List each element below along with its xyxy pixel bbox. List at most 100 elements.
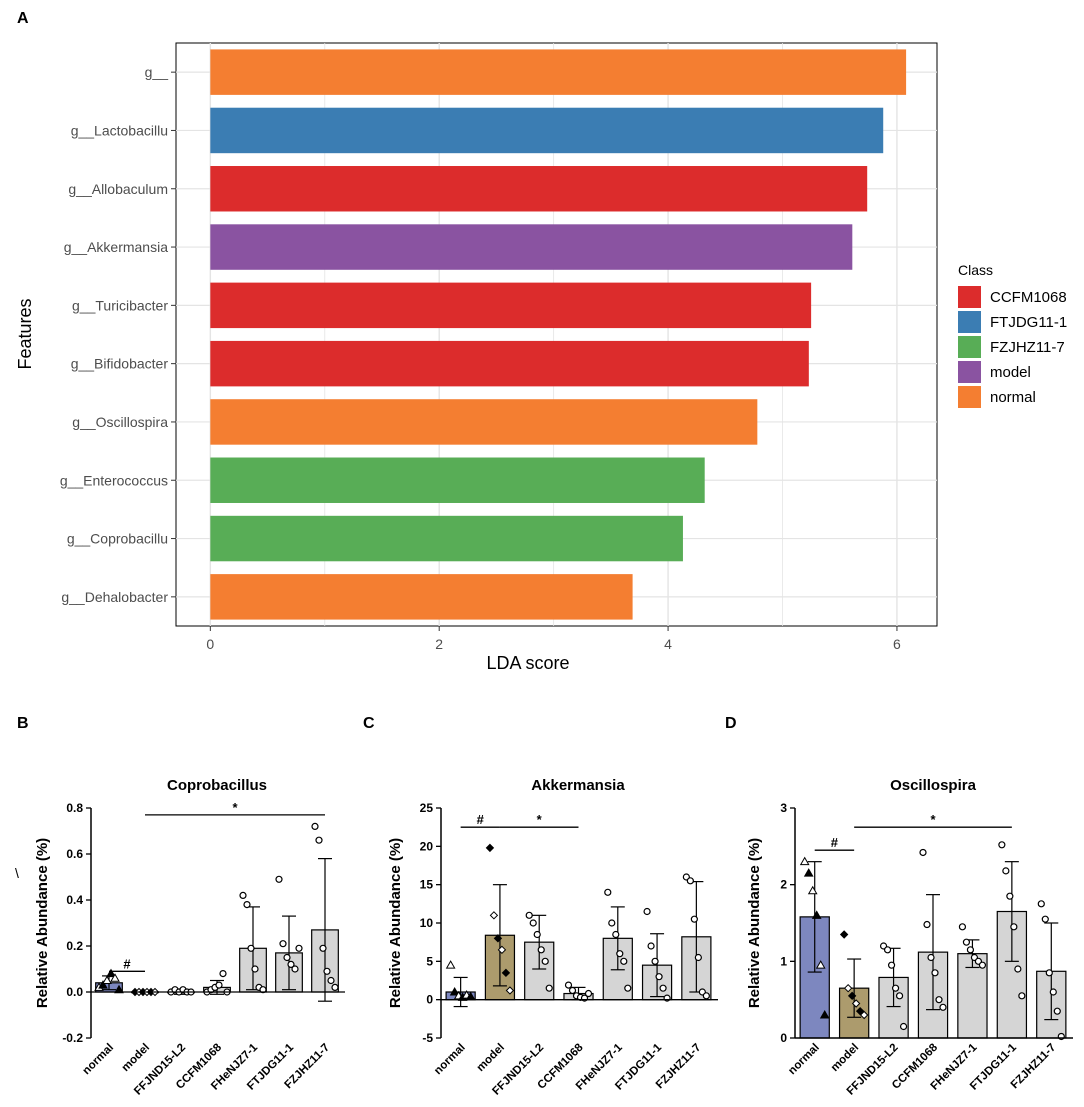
lda-bar-g-akkermansia [210, 224, 853, 270]
lda-x-tick-labels: 0 2 4 6 [206, 626, 901, 652]
panel-label-c: C [363, 715, 375, 732]
data-point-fhenjz7-1 [978, 961, 987, 969]
lda-y-tick-label: g__Akkermansia [64, 239, 168, 255]
lda-y-axis-title: Features [15, 298, 35, 369]
y-tick-label: -5 [422, 1031, 433, 1045]
data-point-fzjhz11-7 [1053, 1007, 1061, 1015]
legend-label-fzjhz11-7: FZJHZ11-7 [990, 339, 1065, 356]
data-point-fzjhz11-7 [1045, 969, 1053, 977]
y-tick-label: 0.6 [66, 847, 83, 861]
data-point-ftjdg11-1 [1002, 867, 1010, 875]
lda-x-tick-label: 4 [664, 636, 672, 652]
data-point-fzjhz11-7 [331, 983, 339, 992]
data-point-ccfm1068 [939, 1003, 947, 1011]
lda-y-tick-label: g__Turicibacter [72, 297, 168, 313]
data-point-ftjdg11-1 [1018, 992, 1026, 1000]
data-point-ftjdg11-1 [275, 875, 283, 883]
panel-label-d: D [725, 715, 737, 732]
data-point-fzjhz11-7 [319, 944, 327, 952]
data-point-normal [110, 973, 120, 982]
data-point-normal [102, 975, 112, 984]
data-point-fhenjz7-1 [624, 984, 632, 992]
y-axis-title: Relative Abundance (%) [746, 838, 763, 1008]
data-point-fzjhz11-7 [694, 953, 702, 962]
data-point-fzjhz11-7 [311, 822, 319, 831]
lda-bar-g-allobaculum [210, 166, 868, 212]
chart-title: Oscillospira [890, 777, 977, 794]
y-tick-label: 0 [780, 1031, 787, 1045]
significance-label: # [831, 835, 839, 850]
lda-x-axis-title: LDA score [486, 653, 569, 673]
lda-bar-g-oscillospira [210, 399, 758, 445]
data-point-ftjdg11-1 [643, 907, 651, 916]
lda-chart: g__ g__Lactobacillu g__Allobaculum g__Akker… [15, 42, 1067, 673]
data-point-ftjdg11-1 [295, 944, 303, 952]
significance-label: # [123, 956, 131, 971]
data-point-fhenjz7-1 [259, 986, 267, 994]
data-point-ftjdg11-1 [998, 841, 1006, 849]
data-point-fzjhz11-7 [1041, 915, 1049, 923]
lda-y-tick-label: g__Oscillospira [72, 414, 168, 430]
data-point-ffjnd15-l2 [541, 957, 549, 965]
data-point-fhenjz7-1 [239, 891, 247, 900]
data-point-normal [445, 960, 456, 969]
data-point-normal [819, 1009, 830, 1019]
lda-bar-g-coprobacillu [210, 515, 683, 562]
data-point-normal [811, 910, 822, 919]
significance-label: * [232, 800, 238, 815]
data-point-model [847, 991, 857, 1001]
data-point-ffjnd15-l2 [537, 946, 545, 954]
significance-label: # [477, 812, 485, 827]
lda-bar-g-bifidobacter [210, 340, 809, 387]
data-point-fzjhz11-7 [1037, 900, 1045, 908]
data-point-ccfm1068 [219, 969, 227, 978]
data-point-fhenjz7-1 [616, 950, 624, 958]
data-point-ftjdg11-1 [279, 940, 287, 948]
stray-backslash: \ [15, 865, 19, 881]
data-point-model [493, 934, 503, 943]
data-point-normal [114, 984, 124, 994]
data-point-ffjnd15-l2 [887, 961, 896, 969]
bar-ftjdg11-1 [996, 910, 1028, 1039]
y-tick-label: 20 [420, 839, 434, 853]
data-point-ftjdg11-1 [1010, 923, 1018, 931]
data-point-normal [799, 856, 810, 866]
data-point-fhenjz7-1 [966, 946, 975, 954]
data-point-ffjnd15-l2 [545, 984, 553, 992]
data-point-fzjhz11-7 [1049, 988, 1057, 996]
lda-legend: Class CCFM1068 FTJDG11-1 FZJHZ11-7 model nor… [958, 262, 1067, 408]
data-point-fzjhz11-7 [315, 836, 323, 844]
data-point-ffjnd15-l2 [525, 911, 533, 919]
y-tick-label: 2 [780, 878, 787, 892]
data-point-fhenjz7-1 [620, 957, 628, 965]
data-point-normal [449, 986, 460, 996]
data-point-ftjdg11-1 [655, 973, 663, 981]
data-point-ccfm1068 [568, 986, 577, 995]
significance-label: * [930, 812, 936, 827]
lda-x-tick-label: 2 [435, 636, 443, 652]
y-tick-label: 25 [420, 801, 434, 815]
y-tick-label: 1 [780, 954, 787, 968]
legend-swatch-fzjhz11-7 [958, 336, 981, 358]
data-point-model [843, 983, 853, 993]
data-point-normal [815, 960, 826, 969]
y-axis-title: Relative Abundance (%) [387, 838, 404, 1008]
data-point-model [839, 930, 849, 939]
lda-y-tick-label: g__Lactobacillu [71, 122, 168, 138]
data-point-fhenjz7-1 [962, 938, 971, 946]
data-point-ffjnd15-l2 [899, 1022, 908, 1031]
data-point-ffjnd15-l2 [883, 946, 892, 954]
y-tick-label: 10 [420, 916, 434, 930]
category-label-normal: normal [786, 1042, 822, 1078]
lda-x-tick-label: 6 [893, 636, 901, 652]
legend-swatch-ccfm1068 [958, 286, 981, 308]
data-point-model [505, 986, 515, 995]
lda-y-tick-labels: g__ g__Lactobacillu g__Allobaculum g__Akker… [60, 64, 176, 605]
data-point-normal [98, 980, 108, 989]
data-point-ftjdg11-1 [287, 960, 295, 969]
data-point-ftjdg11-1 [651, 957, 659, 965]
category-label-model: model [829, 1042, 861, 1074]
data-point-ftjdg11-1 [647, 942, 655, 950]
y-tick-label: 0.8 [66, 801, 83, 815]
lda-bar-g-lactobacillu [210, 107, 884, 154]
